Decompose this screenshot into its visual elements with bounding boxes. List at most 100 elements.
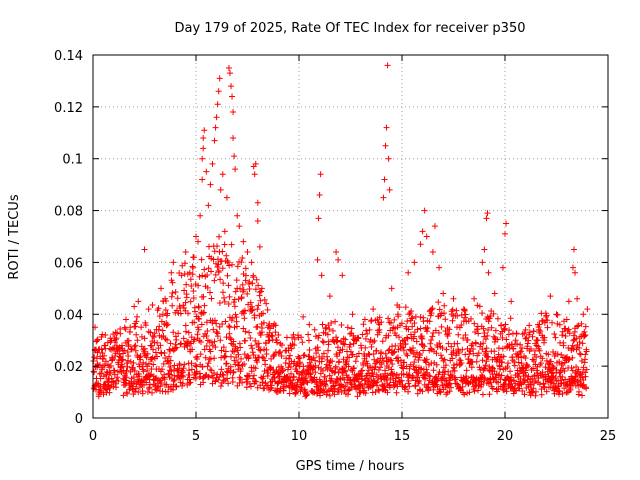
data-point [513, 330, 520, 337]
data-point [290, 373, 297, 380]
data-point [342, 368, 349, 375]
data-point [253, 378, 260, 385]
data-point [503, 336, 510, 343]
data-point [221, 294, 228, 301]
data-point [205, 265, 212, 272]
data-point [165, 388, 172, 395]
data-point [565, 356, 572, 363]
data-point [526, 329, 533, 336]
data-point [240, 286, 247, 293]
data-point [516, 349, 523, 356]
data-point [511, 358, 518, 365]
data-point [442, 362, 449, 369]
data-point [232, 166, 239, 173]
data-point [162, 354, 169, 361]
data-point [231, 303, 238, 310]
data-point [550, 364, 557, 371]
data-point [580, 364, 587, 371]
data-point [376, 314, 383, 321]
data-point [141, 345, 148, 352]
data-point [246, 329, 253, 336]
data-point [190, 288, 197, 295]
data-point [575, 388, 582, 395]
data-point [576, 345, 583, 352]
data-point [113, 384, 120, 391]
data-point [494, 336, 501, 343]
data-point [299, 339, 306, 346]
data-point [205, 243, 212, 250]
data-point [138, 333, 145, 340]
data-point [238, 259, 245, 266]
data-point [431, 223, 438, 230]
data-point [213, 328, 220, 335]
data-point [279, 367, 286, 374]
data-point [211, 355, 218, 362]
data-point [544, 324, 551, 331]
data-point [257, 331, 264, 338]
data-point [561, 367, 568, 374]
data-point [195, 326, 202, 333]
data-point [481, 329, 488, 336]
data-point [173, 307, 180, 314]
data-point [255, 282, 262, 289]
data-point [319, 367, 326, 374]
data-point [529, 333, 536, 340]
data-point [107, 385, 114, 392]
data-point [350, 365, 357, 372]
data-point [583, 366, 590, 373]
data-point [211, 338, 218, 345]
data-point [411, 320, 418, 327]
data-point [366, 326, 373, 333]
data-point [237, 285, 244, 292]
data-point [296, 354, 303, 361]
data-point [234, 347, 241, 354]
data-point [409, 323, 416, 330]
data-point [252, 365, 259, 372]
data-point [164, 321, 171, 328]
data-point [164, 336, 171, 343]
x-tick-label: 0 [89, 429, 97, 444]
data-point [219, 171, 226, 178]
data-point [200, 310, 207, 317]
data-point [262, 361, 269, 368]
data-point [258, 288, 265, 295]
data-point [216, 75, 223, 82]
data-point [373, 347, 380, 354]
data-point [571, 246, 578, 253]
data-point [167, 363, 174, 370]
data-point [398, 320, 405, 327]
data-point [169, 290, 176, 297]
data-point [310, 354, 317, 361]
data-point [417, 241, 424, 248]
data-point [449, 306, 456, 313]
data-point [508, 384, 515, 391]
data-point [442, 316, 449, 323]
data-point [300, 352, 307, 359]
data-point [447, 380, 454, 387]
data-point [200, 134, 207, 141]
data-point [193, 233, 199, 240]
data-point [533, 354, 540, 361]
data-point [229, 315, 236, 322]
data-point [518, 354, 525, 361]
data-point [376, 326, 383, 333]
data-point [369, 369, 376, 376]
data-point [502, 321, 509, 328]
data-point [181, 260, 188, 267]
plot-frame [92, 54, 609, 419]
data-point [237, 344, 244, 351]
data-point [236, 223, 243, 230]
data-point [440, 357, 447, 364]
data-point [526, 322, 533, 329]
data-point [533, 367, 540, 374]
data-point [511, 362, 518, 369]
data-point [445, 340, 452, 347]
data-point [456, 324, 463, 331]
data-point [118, 364, 125, 371]
data-point [326, 293, 333, 300]
data-point [457, 357, 464, 364]
data-point [101, 362, 108, 369]
data-point [385, 332, 392, 339]
data-point [98, 346, 105, 353]
data-point [556, 391, 563, 398]
